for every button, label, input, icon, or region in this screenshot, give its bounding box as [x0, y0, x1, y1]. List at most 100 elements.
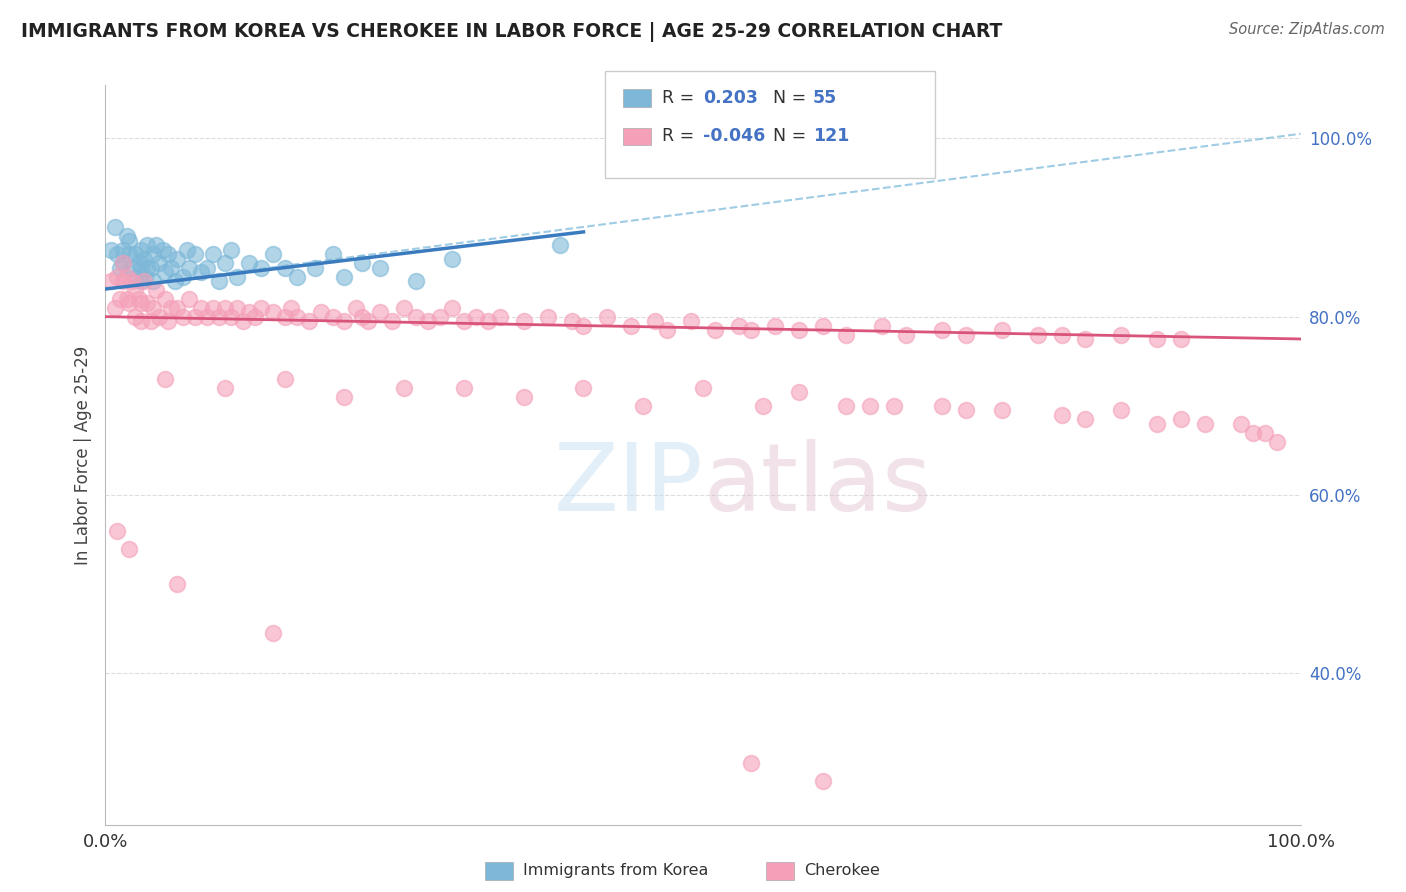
Point [352, 310, 374, 324]
Point [1146, 417, 1168, 431]
Point [214, 381, 236, 395]
Point [405, 310, 427, 324]
Point [153, 292, 177, 306]
Point [238, 305, 260, 319]
Point [990, 323, 1012, 337]
Point [128, 292, 150, 306]
Point [104, 220, 127, 235]
Point [118, 247, 141, 261]
Point [124, 269, 146, 284]
Point [115, 269, 138, 284]
Point [955, 403, 977, 417]
Point [1229, 417, 1251, 431]
Text: -0.046: -0.046 [703, 128, 765, 145]
Point [955, 327, 977, 342]
Point [190, 301, 212, 315]
Point [238, 256, 260, 270]
Point [681, 314, 703, 328]
Text: N =: N = [773, 89, 813, 107]
Point [596, 310, 619, 324]
Point [176, 243, 198, 257]
Point [1265, 434, 1288, 449]
Point [153, 265, 177, 279]
Point [763, 318, 786, 333]
Point [129, 260, 153, 275]
Point [273, 310, 295, 324]
Point [392, 301, 416, 315]
Point [285, 310, 308, 324]
Point [740, 756, 762, 770]
Point [177, 260, 201, 275]
Point [124, 283, 146, 297]
Point [787, 385, 810, 400]
Point [208, 274, 231, 288]
Point [368, 305, 391, 319]
Text: N =: N = [773, 128, 813, 145]
Point [1074, 332, 1097, 346]
Point [572, 381, 595, 395]
Point [184, 247, 207, 261]
Point [440, 301, 463, 315]
Text: 121: 121 [813, 128, 849, 145]
Text: Source: ZipAtlas.com: Source: ZipAtlas.com [1229, 22, 1385, 37]
Point [1050, 327, 1073, 342]
Point [1026, 327, 1049, 342]
Point [225, 301, 249, 315]
Point [352, 256, 374, 270]
Text: IMMIGRANTS FROM KOREA VS CHEROKEE IN LABOR FORCE | AGE 25-29 CORRELATION CHART: IMMIGRANTS FROM KOREA VS CHEROKEE IN LAB… [21, 22, 1002, 42]
Point [166, 252, 188, 266]
Point [489, 310, 512, 324]
Point [136, 238, 159, 252]
Point [219, 243, 242, 257]
Point [108, 260, 131, 275]
Point [513, 390, 536, 404]
Point [148, 310, 170, 324]
Y-axis label: In Labor Force | Age 25-29: In Labor Force | Age 25-29 [73, 345, 91, 565]
Point [118, 541, 141, 556]
Point [1074, 412, 1097, 426]
Point [280, 301, 302, 315]
Point [202, 247, 225, 261]
Point [357, 314, 380, 328]
Point [262, 247, 284, 261]
Point [177, 292, 201, 306]
Point [1170, 412, 1192, 426]
Point [112, 256, 135, 270]
Point [273, 372, 295, 386]
Point [250, 301, 273, 315]
Point [118, 234, 141, 248]
Point [115, 292, 138, 306]
Point [136, 296, 159, 310]
Point [153, 372, 177, 386]
Point [166, 301, 188, 315]
Point [160, 260, 183, 275]
Point [142, 247, 165, 261]
Point [112, 274, 135, 288]
Point [285, 269, 308, 284]
Point [333, 269, 356, 284]
Point [321, 247, 344, 261]
Point [728, 318, 751, 333]
Point [156, 247, 179, 261]
Point [633, 399, 655, 413]
Point [107, 524, 129, 538]
Point [333, 390, 356, 404]
Point [107, 269, 129, 284]
Point [262, 305, 284, 319]
Point [740, 323, 762, 337]
Point [429, 310, 451, 324]
Point [124, 310, 146, 324]
Point [787, 323, 810, 337]
Point [513, 314, 536, 328]
Text: Immigrants from Korea: Immigrants from Korea [523, 863, 709, 878]
Point [440, 252, 463, 266]
Point [172, 310, 194, 324]
Point [304, 260, 326, 275]
Point [195, 260, 218, 275]
Point [156, 314, 179, 328]
Point [163, 274, 186, 288]
Point [118, 296, 141, 310]
Point [883, 399, 905, 413]
Text: R =: R = [662, 128, 700, 145]
Point [321, 310, 344, 324]
